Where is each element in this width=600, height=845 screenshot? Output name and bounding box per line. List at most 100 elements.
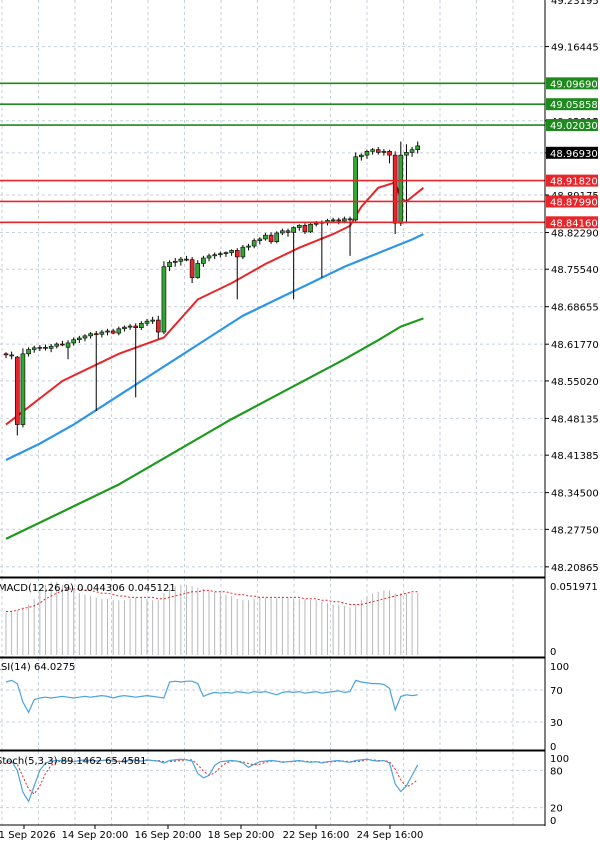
candle-body bbox=[150, 319, 155, 322]
candle-body bbox=[387, 151, 392, 156]
price-tick-label: 48.75540 bbox=[551, 265, 599, 276]
candle-body bbox=[212, 254, 217, 257]
price-tick-label: 48.48135 bbox=[551, 414, 599, 425]
support-level-label-box bbox=[546, 216, 598, 229]
candle-body bbox=[415, 145, 421, 150]
candle-body bbox=[60, 343, 65, 346]
candle-body bbox=[127, 325, 133, 328]
candle-body bbox=[3, 353, 9, 356]
rsi-tick-label: 30 bbox=[550, 718, 563, 729]
candle-body bbox=[263, 234, 268, 240]
time-tick-label: 18 Sep 20:00 bbox=[208, 830, 275, 841]
candle-body bbox=[14, 356, 20, 425]
rsi-line bbox=[5, 679, 418, 714]
price-tick-label: 48.68655 bbox=[551, 303, 599, 314]
stoch-tick-label: 100 bbox=[550, 754, 569, 765]
candle-body bbox=[223, 252, 229, 254]
rsi-tick-label: 0 bbox=[550, 742, 556, 753]
candle-body bbox=[184, 258, 189, 261]
stoch-tick-label: 20 bbox=[550, 804, 563, 815]
resistance-level-label-box bbox=[546, 77, 598, 90]
candle-body bbox=[353, 156, 358, 221]
candle-body bbox=[308, 223, 313, 233]
price-tick-label: 48.82290 bbox=[551, 228, 599, 239]
candle-body bbox=[246, 245, 251, 248]
candle-body bbox=[99, 331, 105, 335]
stoch-tick-label: 0 bbox=[550, 816, 556, 827]
candle-body bbox=[88, 333, 93, 337]
candle-body bbox=[251, 240, 257, 247]
candle-body bbox=[43, 346, 48, 349]
candle-body bbox=[161, 266, 167, 333]
candle-body bbox=[409, 149, 415, 153]
candle-body bbox=[330, 219, 336, 222]
macd-scale-label: 0.051971 bbox=[550, 582, 598, 593]
price-tick-label: 49.16445 bbox=[551, 43, 599, 54]
rsi-tick-label: 100 bbox=[550, 662, 569, 673]
price-tick-label: 48.34500 bbox=[551, 489, 599, 500]
time-tick-label: 11 Sep 2026 bbox=[0, 830, 56, 841]
price-tick-label: 48.27750 bbox=[551, 525, 599, 536]
candle-body bbox=[167, 262, 172, 268]
candle-body bbox=[218, 253, 223, 256]
candle-body bbox=[280, 230, 285, 234]
current-price-label: 48.96930 bbox=[550, 149, 598, 160]
candle-body bbox=[172, 260, 178, 263]
candle-body bbox=[347, 218, 353, 221]
main-pane: 49.1644549.0281548.9692548.8917548.82290… bbox=[0, 0, 599, 826]
time-tick-label: 14 Sep 20:00 bbox=[62, 830, 129, 841]
candle-body bbox=[381, 151, 387, 153]
candle-body bbox=[105, 330, 110, 333]
stoch-label: Stoch(5,3,3) 89.1462 65.4581 bbox=[0, 756, 147, 767]
candle-body bbox=[54, 343, 60, 347]
candle-body bbox=[116, 328, 122, 334]
candle-body bbox=[342, 218, 347, 222]
macd-label: MACD(12,26,9) 0.044306 0.045121 bbox=[0, 583, 176, 594]
candle-body bbox=[133, 325, 139, 328]
candle-body bbox=[234, 250, 240, 258]
price-tick-label: 48.41385 bbox=[551, 451, 599, 462]
macd-scale-label: 0 bbox=[550, 647, 556, 658]
resistance-level-label: 49.05858 bbox=[550, 100, 598, 111]
rsi-tick-label: 70 bbox=[550, 686, 563, 697]
candle-body bbox=[291, 227, 296, 233]
resistance-level-label: 49.02030 bbox=[550, 121, 598, 132]
stoch-main-line bbox=[6, 758, 419, 803]
candle-body bbox=[268, 234, 274, 242]
candle-body bbox=[155, 319, 161, 333]
rsi-pane: 100 70 30 0 bbox=[0, 662, 569, 753]
support-level-label-box bbox=[546, 195, 598, 208]
resistance-level-label: 49.09690 bbox=[550, 79, 598, 90]
candle-body bbox=[82, 335, 88, 339]
candle-body bbox=[285, 230, 291, 233]
candle-body bbox=[37, 346, 43, 349]
candle-body bbox=[122, 326, 127, 330]
candle-body bbox=[189, 259, 195, 278]
resistance-level-label-box bbox=[546, 119, 598, 132]
time-tick-label: 16 Sep 20:00 bbox=[135, 830, 202, 841]
ema-slow-line bbox=[5, 317, 424, 540]
ema-mid-line bbox=[5, 233, 424, 461]
candle-body bbox=[336, 219, 342, 222]
x-axis: 11 Sep 2026 14 Sep 20:00 16 Sep 20:00 18 Se… bbox=[0, 825, 423, 841]
candle-body bbox=[71, 339, 76, 344]
price-tick-label: 49.23195 bbox=[551, 0, 599, 7]
candle-body bbox=[93, 333, 99, 335]
candle-body bbox=[195, 263, 201, 278]
support-level-label: 48.84160 bbox=[550, 218, 598, 229]
candle-body bbox=[375, 149, 381, 153]
candle-body bbox=[392, 154, 398, 224]
price-tick-label: 48.20865 bbox=[551, 563, 599, 574]
support-level-label-box bbox=[546, 174, 598, 187]
candle-body bbox=[26, 349, 31, 355]
support-level-label: 48.91820 bbox=[550, 177, 598, 188]
candle-body bbox=[398, 154, 404, 224]
candle-body bbox=[229, 250, 234, 253]
support-level-label: 48.87990 bbox=[550, 197, 598, 208]
candle-body bbox=[110, 330, 116, 334]
candle-body bbox=[364, 151, 370, 156]
candle-body bbox=[9, 354, 14, 357]
candle-body bbox=[370, 149, 375, 152]
